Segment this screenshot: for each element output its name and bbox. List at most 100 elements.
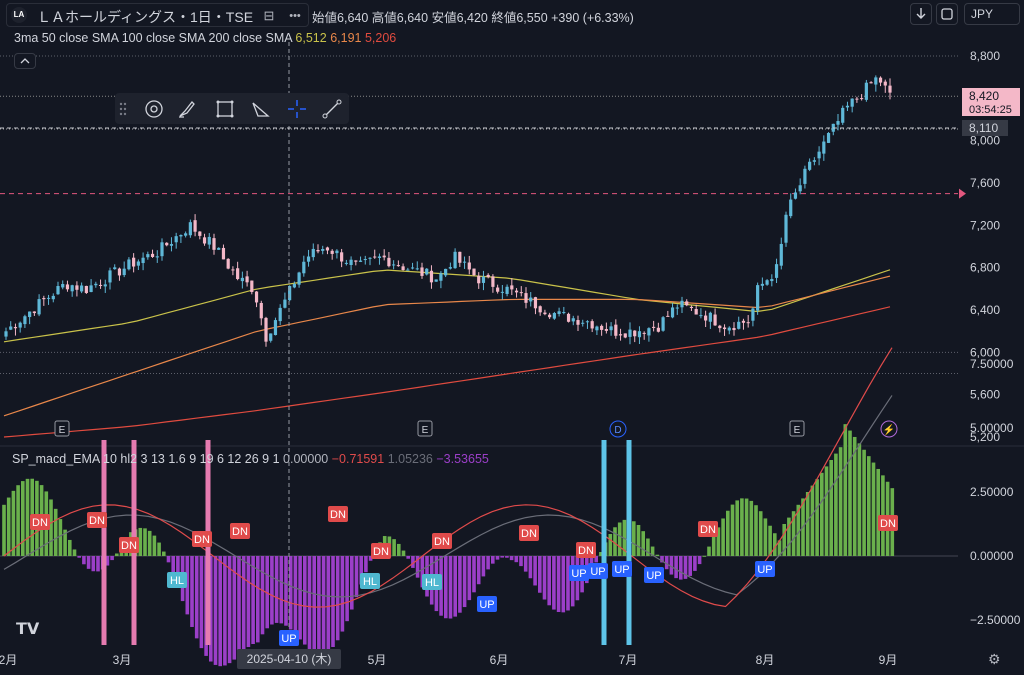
candle-body bbox=[160, 242, 164, 257]
candle-body bbox=[103, 284, 107, 287]
histogram-bar bbox=[547, 556, 551, 606]
histogram-bar bbox=[599, 552, 603, 556]
candle-body bbox=[689, 306, 694, 309]
histogram-bar bbox=[594, 556, 598, 563]
compare-icon[interactable]: ⊟ bbox=[263, 8, 275, 23]
candle-body bbox=[226, 258, 230, 269]
drag-handle-icon[interactable] bbox=[118, 97, 128, 121]
histogram-bar bbox=[495, 556, 500, 560]
candle-body bbox=[784, 214, 788, 243]
tradingview-logo[interactable]: 𝗧𝗩 bbox=[16, 621, 40, 638]
signal-label-bg bbox=[360, 573, 380, 589]
candle-body bbox=[9, 326, 13, 330]
candle-body bbox=[349, 259, 353, 266]
triangle-icon[interactable] bbox=[248, 97, 272, 121]
time-tick: 2月 bbox=[0, 653, 17, 667]
histogram-bar bbox=[523, 556, 528, 572]
time-tick: 3月 bbox=[113, 653, 132, 667]
histogram-bar bbox=[105, 556, 110, 566]
candle-body bbox=[292, 283, 296, 288]
candle-body bbox=[661, 317, 665, 331]
histogram-bar bbox=[486, 556, 490, 570]
more-icon[interactable]: ••• bbox=[289, 10, 301, 22]
candle-body bbox=[198, 231, 202, 236]
settings-gear-icon[interactable]: ⚙ bbox=[988, 651, 1001, 667]
histogram-bar bbox=[505, 556, 509, 558]
candle-body bbox=[75, 285, 79, 290]
histogram-bar bbox=[834, 453, 838, 556]
histogram-bar bbox=[805, 492, 810, 556]
candle-body bbox=[557, 311, 561, 314]
screenshot-button[interactable] bbox=[936, 3, 958, 25]
symbol-search-box[interactable]: LA ＬＡホールディングス・1日・TSE ⊟ ••• bbox=[6, 3, 309, 27]
histogram-bar bbox=[49, 499, 53, 556]
candle-body bbox=[718, 325, 722, 329]
crosshair-price-label: 8,110 bbox=[969, 121, 998, 135]
candle-body bbox=[89, 285, 93, 293]
crosshair-icon[interactable] bbox=[285, 97, 309, 121]
currency-select[interactable]: JPY bbox=[964, 3, 1020, 25]
histogram-bar bbox=[86, 556, 91, 569]
candle-body bbox=[297, 272, 301, 285]
histogram-bar bbox=[444, 556, 448, 619]
dn-signal-label: DN bbox=[373, 546, 389, 558]
histogram-bar bbox=[754, 505, 758, 556]
candle-body bbox=[699, 315, 703, 317]
histogram-bar bbox=[693, 556, 697, 571]
histogram-bar bbox=[96, 556, 100, 572]
candle-body bbox=[538, 306, 542, 313]
symbol-title[interactable]: ＬＡホールディングス・1日・TSE bbox=[37, 9, 254, 25]
candle-body bbox=[302, 261, 306, 274]
histogram-bar bbox=[260, 556, 265, 635]
histogram-bar bbox=[11, 490, 16, 556]
histogram-bar bbox=[843, 424, 848, 556]
candle-body bbox=[434, 279, 438, 282]
download-button[interactable] bbox=[910, 3, 932, 25]
histogram-bar bbox=[326, 556, 331, 652]
histogram-bar bbox=[270, 556, 274, 625]
candle-body bbox=[363, 259, 367, 261]
histogram-bar bbox=[782, 524, 786, 556]
trend-line-icon[interactable] bbox=[320, 97, 344, 121]
histogram-bar bbox=[58, 519, 63, 556]
candle-body bbox=[169, 244, 174, 246]
histogram-bar bbox=[660, 556, 664, 563]
earnings-marker bbox=[417, 420, 433, 437]
candle-body bbox=[623, 333, 627, 338]
histogram-bar bbox=[787, 517, 791, 556]
dividend-marker bbox=[609, 420, 627, 438]
histogram-bar bbox=[613, 527, 617, 556]
candle-body bbox=[207, 236, 211, 245]
histogram-bar bbox=[669, 556, 674, 575]
signal-label-bg bbox=[698, 521, 718, 537]
candle-body bbox=[618, 334, 623, 336]
candle-body bbox=[84, 285, 88, 293]
candle-body bbox=[377, 256, 382, 258]
candle-body bbox=[751, 308, 755, 321]
candle-body bbox=[647, 328, 651, 336]
candle-body bbox=[217, 247, 221, 250]
sma50-value: 6,512 bbox=[295, 31, 327, 45]
time-tick: 6月 bbox=[490, 653, 509, 667]
histogram-bar bbox=[726, 510, 730, 556]
dn-signal-label: DN bbox=[330, 509, 346, 521]
histogram-bar bbox=[552, 556, 556, 610]
candle-body bbox=[122, 268, 126, 276]
candle-body bbox=[37, 299, 41, 315]
candle-body bbox=[529, 297, 533, 302]
candle-body bbox=[444, 268, 448, 276]
eraser-icon[interactable] bbox=[142, 97, 166, 121]
hl-signal-label: HL bbox=[363, 576, 377, 588]
candle-body bbox=[656, 327, 660, 332]
brush-icon[interactable] bbox=[175, 97, 199, 121]
histogram-bar bbox=[871, 462, 876, 556]
histogram-bar bbox=[110, 556, 114, 561]
histogram-bar bbox=[735, 500, 739, 556]
rectangle-icon[interactable] bbox=[213, 97, 237, 121]
candle-body bbox=[401, 266, 405, 271]
histogram-bar bbox=[500, 556, 504, 558]
candle-body bbox=[576, 320, 580, 325]
event-marker-label: E bbox=[422, 425, 429, 436]
collapse-legend-button[interactable] bbox=[14, 53, 36, 69]
